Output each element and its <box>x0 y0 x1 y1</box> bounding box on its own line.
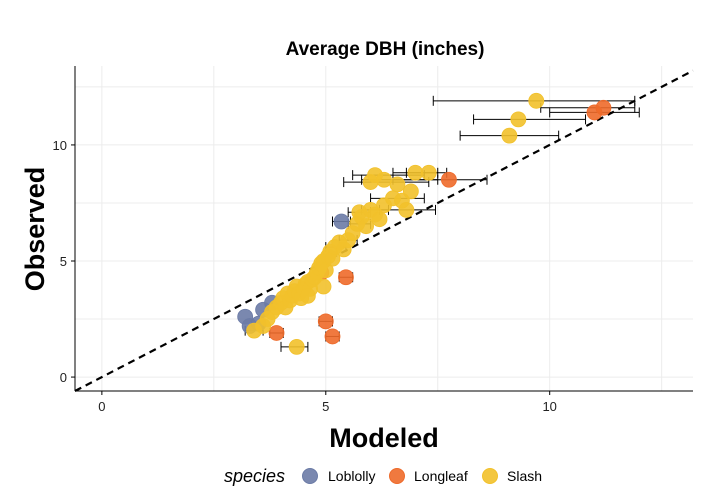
error-bars <box>244 95 640 352</box>
grid-lines <box>75 66 693 391</box>
legend-label-loblolly: Loblolly <box>328 468 375 484</box>
tick-labels: 0 5 10 0 5 10 <box>53 138 557 414</box>
data-point-slash <box>402 183 419 200</box>
x-tick-label: 0 <box>98 399 105 414</box>
error-bar <box>473 114 587 125</box>
data-point-slash <box>501 127 518 144</box>
data-point-slash <box>371 211 388 228</box>
data-point-slash <box>407 164 424 181</box>
x-tick-label: 10 <box>542 399 556 414</box>
data-points <box>237 92 612 355</box>
data-point-longleaf <box>595 99 612 116</box>
data-point-slash <box>420 164 437 181</box>
data-point-slash <box>398 202 415 218</box>
x-tick-label: 5 <box>322 399 329 414</box>
legend-key-loblolly <box>302 468 318 484</box>
data-point-loblolly <box>333 213 350 230</box>
y-axis-title: Observed <box>20 167 50 292</box>
data-point-slash <box>358 218 374 235</box>
x-axis-title: Modeled <box>329 423 439 453</box>
data-point-longleaf <box>324 328 341 345</box>
identity-reference-line <box>74 69 694 392</box>
axes <box>74 66 693 392</box>
data-point-slash <box>510 111 527 128</box>
data-point-slash <box>376 171 392 188</box>
legend-key-longleaf <box>389 468 405 484</box>
data-point-slash <box>315 278 332 295</box>
data-point-slash <box>389 176 406 193</box>
legend: species Loblolly Longleaf Slash <box>224 466 542 486</box>
data-point-slash <box>299 287 316 304</box>
data-point-slash <box>288 338 305 355</box>
data-point-longleaf <box>317 313 334 330</box>
legend-key-slash <box>482 468 498 484</box>
y-tick-label: 10 <box>53 138 67 153</box>
y-tick-label: 0 <box>60 370 67 385</box>
legend-label-slash: Slash <box>507 468 542 484</box>
data-point-longleaf <box>268 325 285 341</box>
chart-title: Average DBH (inches) <box>286 39 485 60</box>
data-point-longleaf <box>338 269 354 286</box>
legend-title: species <box>224 466 285 486</box>
data-point-longleaf <box>441 171 457 188</box>
data-point-slash <box>528 92 545 109</box>
y-tick-label: 5 <box>60 254 67 269</box>
legend-label-longleaf: Longleaf <box>414 468 468 484</box>
